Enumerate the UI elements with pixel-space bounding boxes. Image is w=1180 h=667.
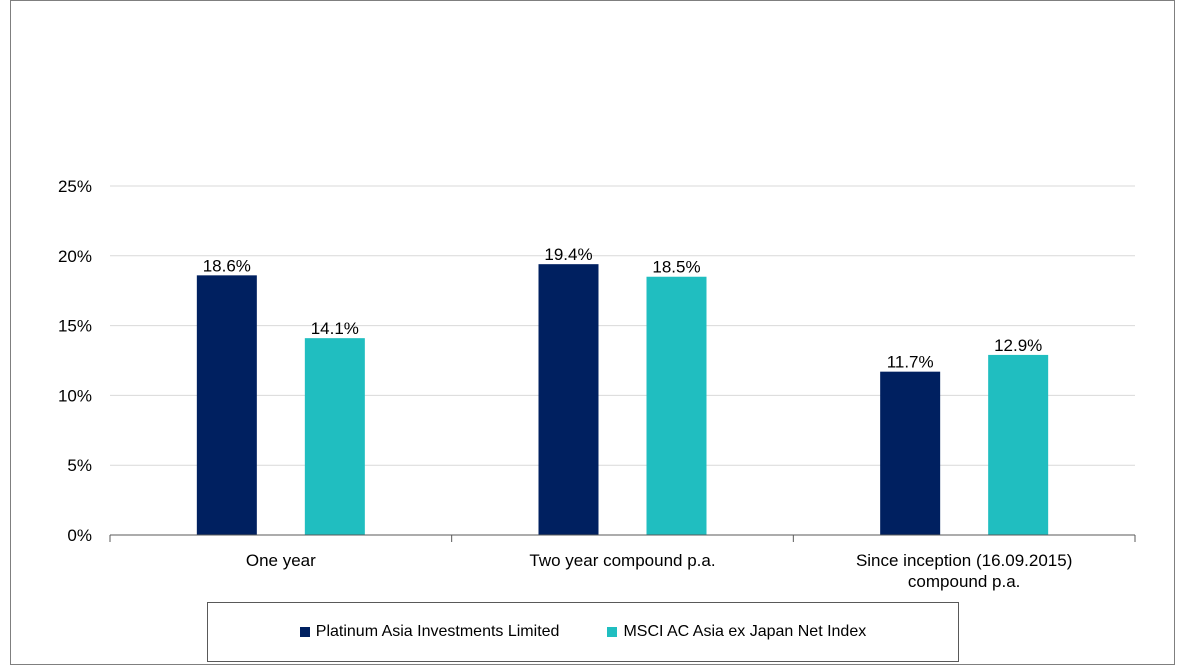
legend-item-series-1: MSCI AC Asia ex Japan Net Index: [607, 623, 866, 641]
legend-swatch-series-0: [299, 627, 310, 637]
y-tick-label: 20%: [58, 247, 92, 266]
y-tick-label: 0%: [67, 526, 92, 545]
bar-series-1-cat-1: [646, 276, 707, 535]
legend-swatch-series-1: [607, 627, 618, 637]
y-tick-label: 10%: [58, 386, 92, 405]
legend-item-series-0: Platinum Asia Investments Limited: [299, 623, 560, 641]
y-tick-label: 5%: [67, 456, 92, 475]
bar-series-1-cat-0: [304, 338, 365, 535]
category-label-2: Since inception (16.09.2015) compound p.a…: [856, 551, 1072, 591]
bar-series-0-cat-0: [196, 275, 257, 535]
data-labels: 18.6% 19.4% 11.7% 14.1% 18.5% 12.9%: [203, 245, 1043, 371]
gridlines: [110, 185, 1135, 466]
legend: Platinum Asia Investments Limited MSCI A…: [207, 602, 959, 662]
x-axis: [109, 534, 1136, 542]
data-label-series-1-cat-1: 18.5%: [652, 258, 700, 277]
data-label-series-1-cat-2: 12.9%: [994, 336, 1042, 355]
legend-label-series-0: Platinum Asia Investments Limited: [315, 623, 560, 640]
data-label-series-0-cat-2: 11.7%: [887, 353, 934, 372]
data-label-series-0-cat-0: 18.6%: [203, 256, 251, 275]
category-label-0: One year: [246, 551, 316, 570]
category-labels: One year Two year compound p.a. Since ince…: [246, 551, 1073, 591]
bars: [196, 264, 1049, 535]
y-tick-label: 15%: [58, 317, 92, 336]
data-label-series-1-cat-0: 14.1%: [311, 319, 359, 338]
bar-series-1-cat-2: [988, 354, 1049, 535]
category-label-1: Two year compound p.a.: [529, 551, 715, 570]
bar-series-0-cat-1: [538, 264, 599, 535]
y-tick-label: 25%: [58, 177, 92, 196]
y-axis-ticks: 0% 5% 10% 15% 20% 25%: [58, 177, 92, 545]
legend-label-series-1: MSCI AC Asia ex Japan Net Index: [623, 623, 867, 640]
bar-series-0-cat-2: [880, 371, 941, 535]
data-label-series-0-cat-1: 19.4%: [544, 245, 592, 264]
